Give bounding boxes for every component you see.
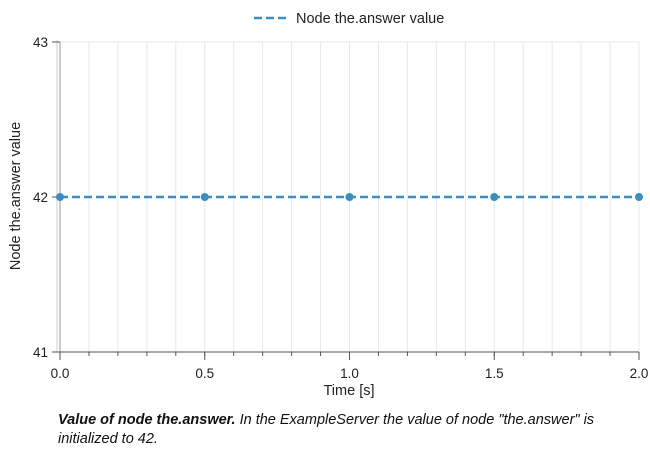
x-axis-label: Time [s] <box>323 383 374 399</box>
caption-text: In the ExampleServer the value of node "… <box>58 412 595 447</box>
x-tick-label: 2.0 <box>630 366 649 381</box>
data-point <box>635 193 643 201</box>
series-group <box>56 193 643 201</box>
axes: 0.0 0.5 1.0 1.5 2.0 41 42 43 <box>33 35 648 381</box>
line-chart: Node the.answer value 0.0 0.5 1.0 1.5 2.0 41 4… <box>8 11 648 399</box>
data-point <box>200 193 209 201</box>
x-tick-label: 1.0 <box>340 366 359 381</box>
data-point <box>490 193 499 201</box>
x-tick-label: 1.5 <box>485 366 504 381</box>
y-tick-label: 43 <box>33 35 48 50</box>
figure-caption: Value of node the.answer. In the Example… <box>58 411 638 449</box>
caption-title: Value of node the.answer. <box>58 412 236 428</box>
data-point <box>56 193 64 201</box>
legend: Node the.answer value <box>254 11 444 27</box>
data-point <box>345 193 354 201</box>
y-axis-label: Node the.answer value <box>8 122 24 270</box>
x-tick-label: 0.0 <box>51 366 70 381</box>
y-tick-label: 41 <box>33 345 48 360</box>
y-tick-label: 42 <box>33 190 48 205</box>
x-tick-label: 0.5 <box>195 366 214 381</box>
legend-label: Node the.answer value <box>296 11 444 27</box>
